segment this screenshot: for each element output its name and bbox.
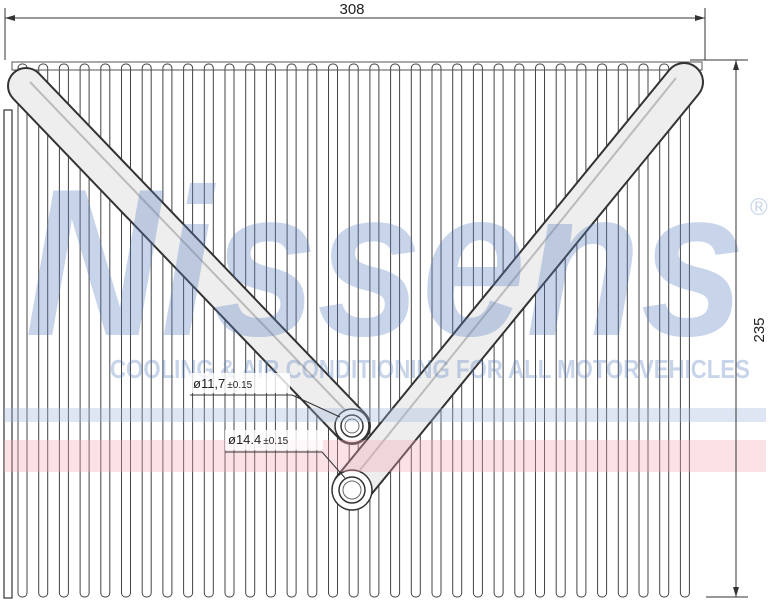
tube: [162, 63, 173, 598]
callout-diameter: ø11,7 ±0.15: [193, 376, 253, 391]
tube: [307, 63, 318, 598]
tube: [224, 63, 235, 598]
fins: [17, 63, 690, 598]
tube: [555, 63, 566, 598]
tube: [203, 63, 214, 598]
callout-large: ø14.4 ±0.15: [225, 430, 346, 479]
tube: [79, 63, 90, 598]
watermark-brand: Nissens: [25, 145, 745, 380]
width-dimension: 308: [4, 1, 706, 60]
height-label: 235: [751, 317, 768, 342]
tube: [638, 63, 649, 598]
tube: [410, 63, 421, 598]
tube: [286, 63, 297, 598]
callout-diameter: ø14.4 ±0.15: [228, 432, 289, 447]
header: [11, 61, 703, 71]
tube: [58, 63, 69, 598]
tube: [17, 63, 28, 598]
tube: [38, 63, 49, 598]
tube: [514, 63, 525, 598]
watermark-registered: ®: [750, 194, 768, 221]
tube: [431, 63, 442, 598]
tube: [535, 63, 545, 598]
tube: [617, 63, 628, 598]
side-plate: [3, 109, 13, 599]
height-dimension: 235: [690, 59, 768, 598]
tube: [659, 63, 670, 598]
tube: [328, 63, 338, 598]
pipes: [7, 62, 704, 508]
width-label: 308: [339, 1, 364, 18]
callout-small: ø11,7 ±0.15: [190, 373, 341, 418]
fittings: [331, 408, 373, 511]
tube: [183, 63, 194, 598]
watermark: Nissens ® COOLING & AIR CONDITIONING FOR…: [4, 145, 768, 472]
